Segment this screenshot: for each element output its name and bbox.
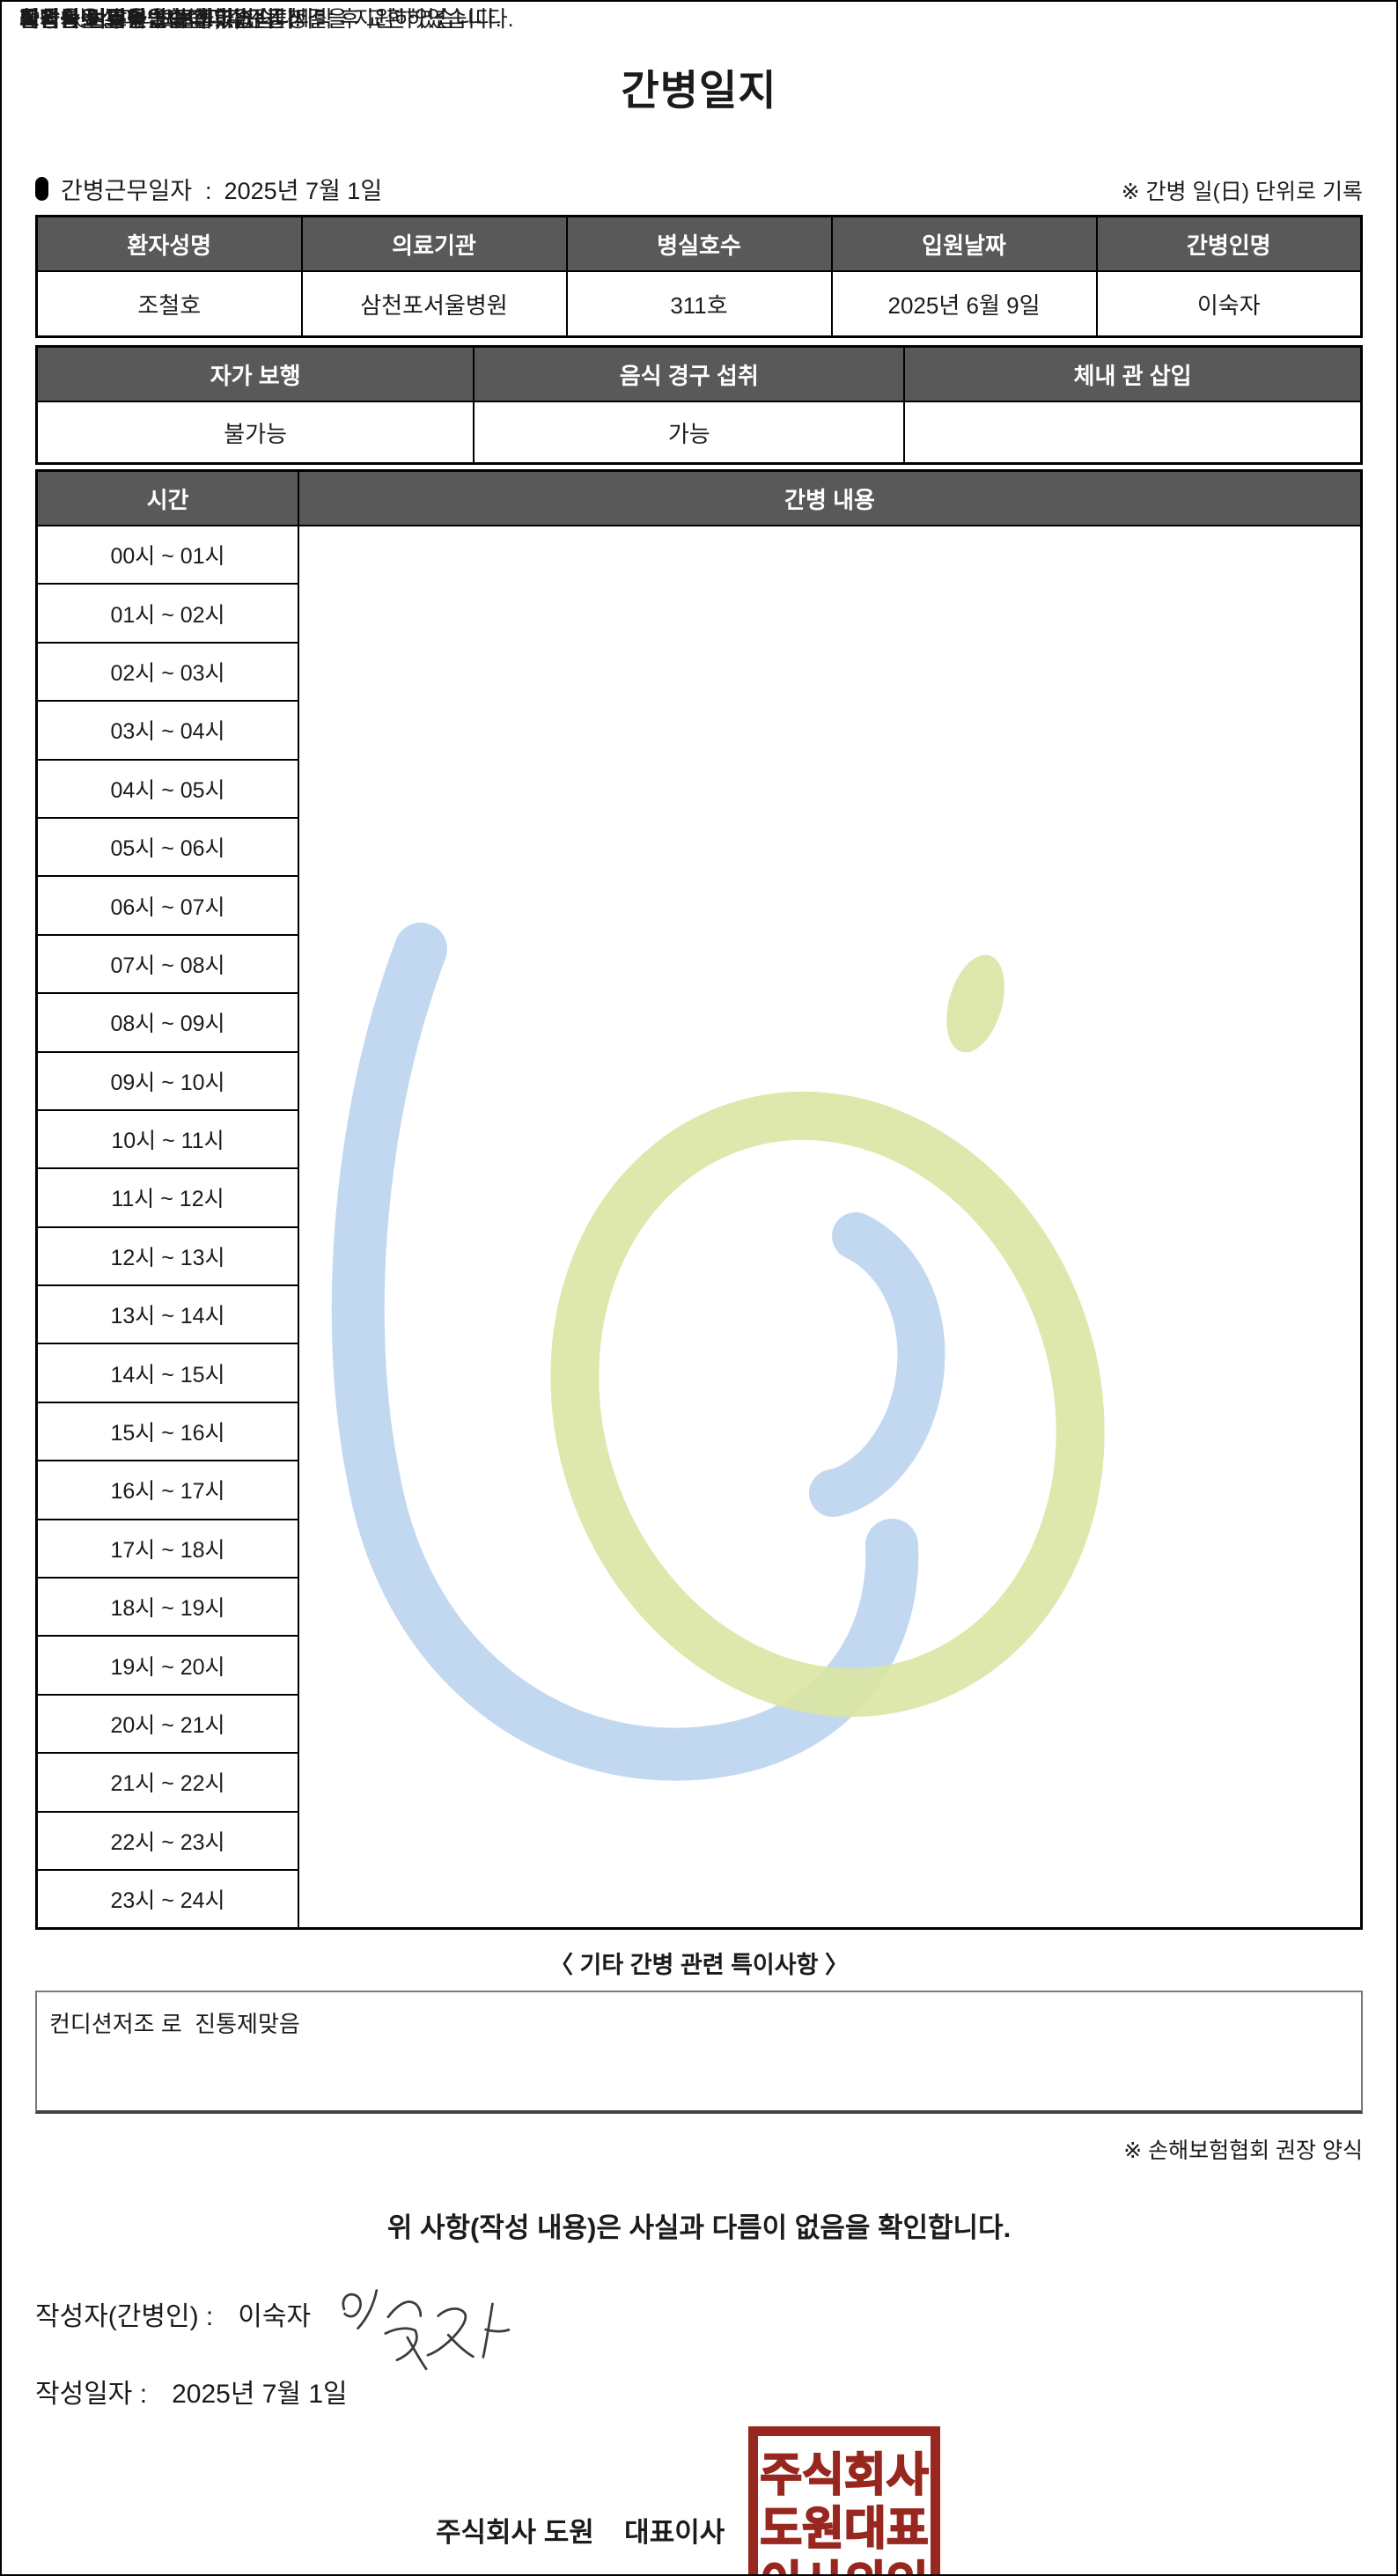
care-time: 11시 ~ 12시 xyxy=(35,1167,299,1228)
work-date-label: 간병근무일자 : xyxy=(61,178,212,204)
work-date-value: 2025년 7월 1일 xyxy=(224,178,383,204)
special-notes-text: 컨디션저조 로 진통제맞음 xyxy=(49,2011,300,2038)
corporate-seal-stamp: 주식회사 도원대표 이사의인 xyxy=(748,2426,940,2576)
confirmation-statement: 위 사항(작성 내용)은 사실과 다름이 없음을 확인합니다. xyxy=(386,2212,1012,2244)
oral-intake-status: 가능 xyxy=(473,401,906,465)
square-bullet-icon xyxy=(35,177,48,201)
patient-header-caregiver: 간병인명 xyxy=(1095,215,1363,272)
patient-name: 조철호 xyxy=(35,270,303,338)
document-title: 간병일지 xyxy=(621,67,777,114)
care-time: 10시 ~ 11시 xyxy=(35,1108,299,1170)
company-representative-line: 주식회사 도원 대표이사 xyxy=(436,2517,725,2549)
care-header-time: 시간 xyxy=(35,469,299,526)
care-time: 08시 ~ 09시 xyxy=(35,992,299,1053)
care-time: 02시 ~ 03시 xyxy=(35,641,299,703)
patient-header-name: 환자성명 xyxy=(35,215,303,272)
care-header-content: 간병 내용 xyxy=(298,469,1363,526)
room-number: 311호 xyxy=(565,270,833,338)
care-time: 20시 ~ 21시 xyxy=(35,1693,299,1755)
watermark-green-head xyxy=(946,954,1004,1053)
written-date-line: 작성일자 : 2025년 7월 1일 xyxy=(35,2372,1363,2410)
patient-header-room: 병실호수 xyxy=(565,215,833,272)
care-time: 09시 ~ 10시 xyxy=(35,1050,299,1111)
special-notes-heading: 〈 기타 간병 관련 특이사항 〉 xyxy=(549,1952,849,1979)
status-value-row: 불가능 가능 xyxy=(35,401,1363,465)
caregiver-name: 이숙자 xyxy=(1095,270,1363,338)
care-time: 23시 ~ 24시 xyxy=(35,1868,299,1930)
unit-note: ※ 간병 일(日) 단위로 기록 xyxy=(1121,180,1363,204)
writer-line: 작성자(간병인) : 이숙자 xyxy=(35,2289,1363,2371)
stamp-line-1: 주식회사 xyxy=(759,2449,929,2502)
status-header-row: 자가 보행 음식 경구 섭취 체내 관 삽입 xyxy=(35,345,1363,402)
hospital-name: 삼천포서울병원 xyxy=(300,270,568,338)
care-time: 07시 ~ 08시 xyxy=(35,933,299,995)
care-time: 12시 ~ 13시 xyxy=(35,1225,299,1287)
patient-status-table: 자가 보행 음식 경구 섭취 체내 관 삽입 불가능 가능 xyxy=(35,345,1363,465)
patient-header-admission: 입원날짜 xyxy=(830,215,1098,272)
care-time: 14시 ~ 15시 xyxy=(35,1343,299,1403)
watermark-blue-comma xyxy=(809,1212,945,1517)
care-time: 18시 ~ 19시 xyxy=(35,1577,299,1638)
care-time: 16시 ~ 17시 xyxy=(35,1460,299,1520)
handwritten-signature xyxy=(330,2287,515,2371)
written-date-value: 2025년 7월 1일 xyxy=(172,2380,348,2410)
care-header-row: 시간 간병 내용 xyxy=(35,469,1363,526)
care-time: 06시 ~ 07시 xyxy=(35,875,299,936)
tube-status xyxy=(903,401,1363,465)
writer-label: 작성자(간병인) : xyxy=(35,2302,214,2332)
watermark-green-ring xyxy=(550,1091,1105,1718)
care-time: 21시 ~ 22시 xyxy=(35,1752,299,1813)
stamp-line-3: 이사의인 xyxy=(759,2558,929,2576)
status-header-tube: 체내 관 삽입 xyxy=(903,345,1363,402)
stamp-line-2: 도원대표 xyxy=(759,2503,929,2556)
care-time: 19시 ~ 20시 xyxy=(35,1635,299,1696)
care-time: 01시 ~ 02시 xyxy=(35,583,299,644)
company-seal-block: 주식회사 도원 대표이사 주식회사 도원대표 이사의인 xyxy=(35,2426,1363,2576)
status-header-oral-intake: 음식 경구 섭취 xyxy=(473,345,906,402)
patient-info-table: 환자성명 의료기관 병실호수 입원날짜 간병인명 조철호 삼천포서울병원 311… xyxy=(35,215,1363,338)
status-header-walking: 자가 보행 xyxy=(35,345,475,402)
care-time: 15시 ~ 16시 xyxy=(35,1401,299,1462)
care-time: 22시 ~ 23시 xyxy=(35,1810,299,1871)
care-time: 05시 ~ 06시 xyxy=(35,816,299,878)
form-recommendation-note: ※ 손해보험협회 권장 양식 xyxy=(1123,2138,1363,2164)
patient-header-row: 환자성명 의료기관 병실호수 입원날짜 간병인명 xyxy=(35,215,1363,272)
patient-header-hospital: 의료기관 xyxy=(300,215,568,272)
written-date-label: 작성일자 : xyxy=(35,2380,148,2410)
special-notes-box: 컨디션저조 로 진통제맞음 xyxy=(35,1991,1363,2115)
care-time: 00시 ~ 01시 xyxy=(35,524,299,585)
walking-status: 불가능 xyxy=(35,401,475,465)
admission-date: 2025년 6월 9일 xyxy=(830,270,1098,338)
care-time: 04시 ~ 05시 xyxy=(35,758,299,819)
care-time: 13시 ~ 14시 xyxy=(35,1284,299,1345)
care-time: 03시 ~ 04시 xyxy=(35,700,299,761)
care-time: 17시 ~ 18시 xyxy=(35,1518,299,1579)
meta-row: 간병근무일자 : 2025년 7월 1일 ※ 간병 일(日) 단위로 기록 xyxy=(35,172,1363,206)
writer-name: 이숙자 xyxy=(238,2302,312,2332)
patient-value-row: 조철호 삼천포서울병원 311호 2025년 6월 9일 이숙자 xyxy=(35,270,1363,338)
work-date-line: 간병근무일자 : 2025년 7월 1일 xyxy=(35,172,382,206)
